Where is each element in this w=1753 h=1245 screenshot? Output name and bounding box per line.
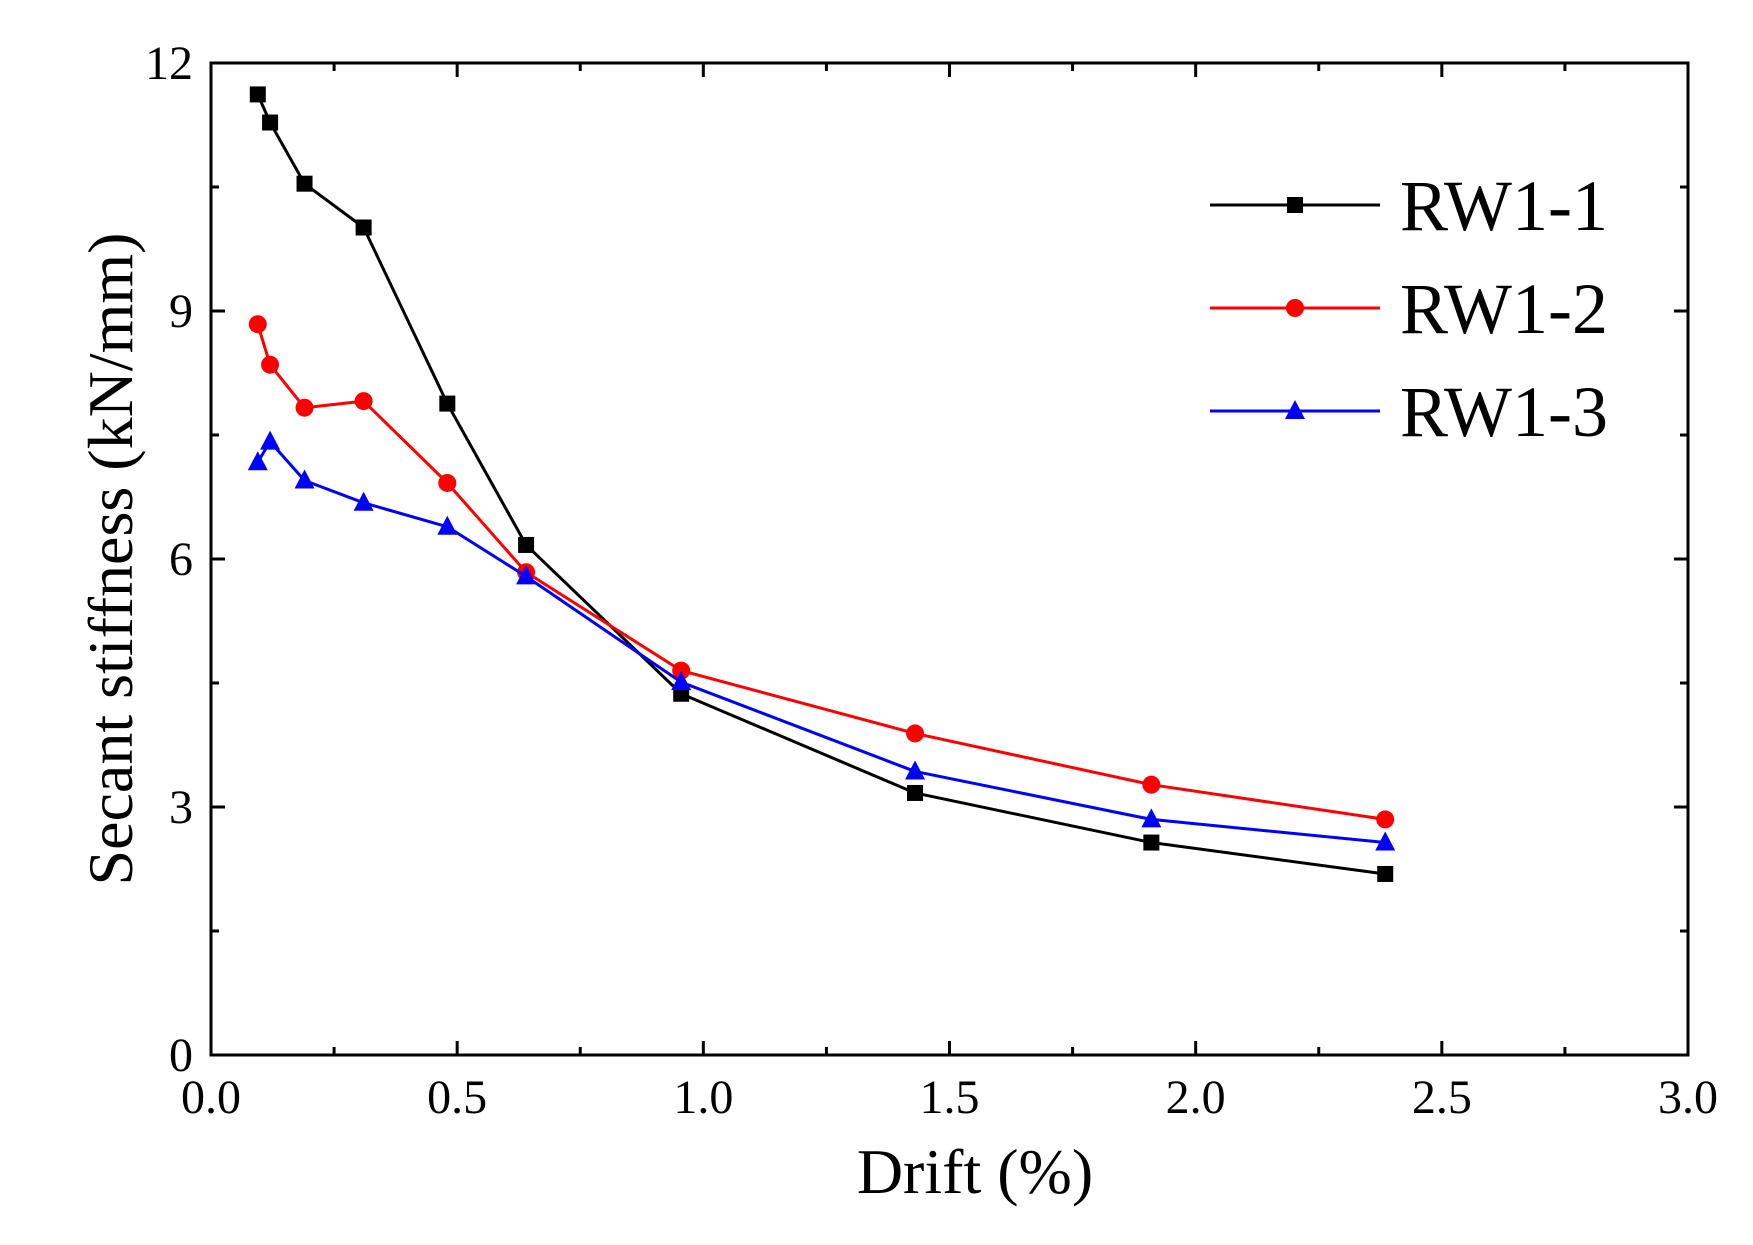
y-tick-label: 12 [145,37,193,90]
data-point-rw1-3 [1375,831,1396,851]
data-point-rw1-1 [355,219,372,236]
legend-entry-rw1-1: RW1-1 [1210,166,1608,246]
x-axis-title: Drift (%) [857,1136,1093,1207]
series-rw1-2 [248,315,1395,829]
data-point-rw1-2 [248,315,267,334]
data-point-rw1-3 [516,565,537,585]
data-point-rw1-2 [1142,775,1161,794]
data-point-rw1-2 [1376,810,1395,829]
data-point-rw1-3 [353,491,374,511]
series-line-rw1-3 [256,440,1386,845]
data-point-rw1-3 [437,515,458,535]
x-tick-label: 2.0 [1166,1071,1226,1124]
data-point-rw1-3 [294,469,315,489]
x-tick-label: 1.5 [920,1071,980,1124]
y-tick-label: 0 [169,1029,193,1082]
data-point-rw1-1 [1377,865,1394,882]
y-tick-label: 6 [169,533,193,586]
legend-entry-rw1-3: RW1-3 [1210,372,1608,452]
plot-area [247,86,1396,882]
y-axis-title: Secant stiffness (kN/mm) [75,233,146,886]
x-tick-label: 3.0 [1658,1071,1718,1124]
data-point-rw1-1 [518,536,535,553]
data-point-rw1-2 [906,724,925,743]
data-point-rw1-2 [261,355,280,374]
data-point-rw1-1 [262,114,279,131]
x-tick-label: 1.0 [673,1071,733,1124]
data-point-rw1-3 [247,451,268,471]
series-line-rw1-1 [256,93,1386,876]
data-point-rw1-2 [354,392,373,411]
series-rw1-3 [247,430,1396,851]
data-point-rw1-2 [438,473,457,492]
legend-marker-rw1-2 [1286,299,1304,317]
axes: 0.0 0.5 1.0 1.5 2.0 2.5 3.0 0 3 6 9 12 [145,37,1718,1124]
data-point-rw1-1 [907,784,924,801]
data-point-rw1-1 [1143,834,1160,851]
data-point-rw1-2 [672,661,691,680]
x-tick-label: 0.5 [427,1071,487,1124]
legend-label-rw1-1: RW1-1 [1400,166,1608,246]
legend-marker-rw1-3 [1285,400,1305,419]
data-point-rw1-3 [260,430,281,450]
data-point-rw1-1 [439,395,456,412]
x-tick-label: 0.0 [181,1071,241,1124]
series-rw1-1 [249,86,1394,882]
y-tick-label: 9 [169,285,193,338]
data-point-rw1-3 [671,671,692,691]
data-point-rw1-1 [249,86,266,103]
series-line-rw1-2 [256,323,1386,821]
data-point-rw1-2 [295,398,314,417]
data-point-rw1-3 [905,760,926,780]
legend: RW1-1 RW1-2 RW1-3 [1210,166,1608,452]
data-point-rw1-1 [296,175,313,192]
legend-label-rw1-2: RW1-2 [1400,269,1608,349]
x-tick-label: 2.5 [1412,1071,1472,1124]
legend-marker-rw1-1 [1287,197,1303,213]
y-tick-label: 3 [169,781,193,834]
data-point-rw1-3 [1141,808,1162,828]
legend-label-rw1-3: RW1-3 [1400,372,1608,452]
legend-entry-rw1-2: RW1-2 [1210,269,1608,349]
